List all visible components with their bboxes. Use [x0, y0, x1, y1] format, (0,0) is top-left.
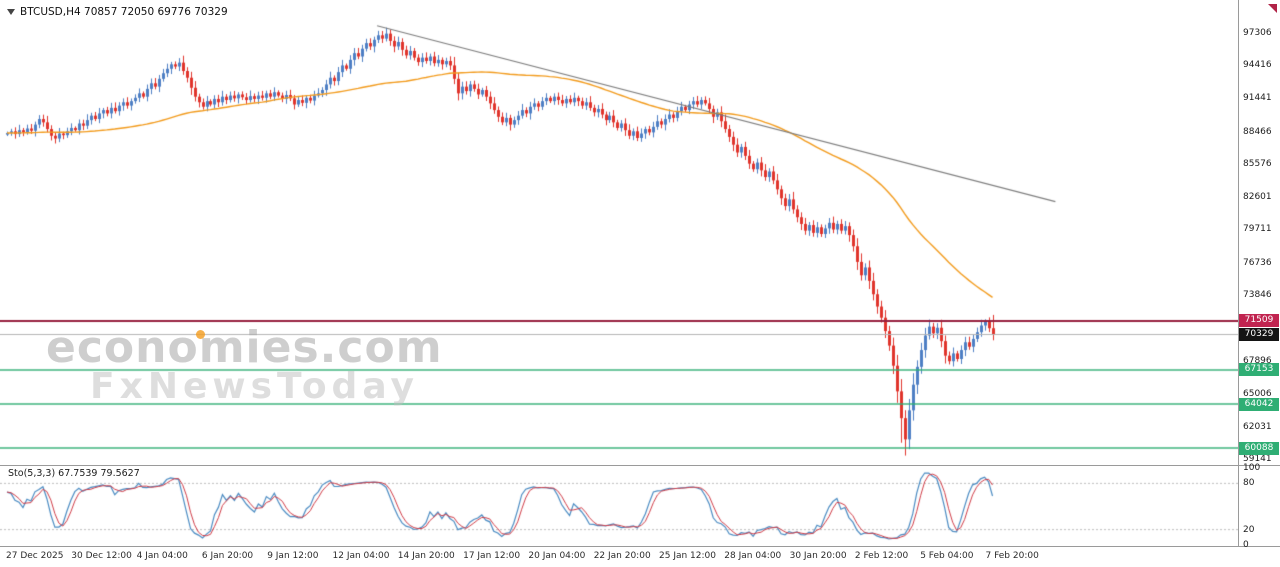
price-tick: 94416 [1243, 60, 1272, 71]
price-tick: 62031 [1243, 421, 1272, 432]
price-tick: 76736 [1243, 257, 1272, 268]
price-tick: 73846 [1243, 289, 1272, 300]
price-tick: 82601 [1243, 192, 1272, 203]
sto-level-label: 0 [1243, 540, 1249, 550]
time-label: 2 Feb 12:00 [854, 551, 909, 561]
price-tick: 97306 [1243, 28, 1272, 38]
symbol-info: BTCUSD,H4 70857 72050 69776 70329 [7, 6, 228, 18]
time-label: 5 Feb 04:00 [920, 551, 974, 561]
time-label: 20 Jan 04:00 [528, 551, 586, 561]
price-tick: 59141 [1243, 454, 1272, 464]
indicator-label: Sto(5,3,3) 67.7539 79.5627 [8, 468, 140, 479]
indicator-panel-separator[interactable] [0, 465, 1280, 466]
sto-level-label: 80 [1243, 478, 1255, 489]
price-tick: 65006 [1243, 388, 1272, 399]
sto-level-label: 20 [1243, 524, 1255, 535]
price-tick: 67896 [1243, 356, 1272, 367]
watermark-orange-dot-icon [196, 330, 205, 339]
sto-level-label: 100 [1243, 463, 1261, 473]
price-tick: 79711 [1243, 224, 1272, 235]
watermark-subbrand: FxNewsToday [90, 366, 419, 407]
symbol-marker-icon [7, 9, 15, 15]
time-label: 12 Jan 04:00 [332, 551, 390, 561]
stochastic-canvas[interactable] [0, 465, 1238, 546]
corner-marker-icon [1268, 4, 1277, 13]
symbol-ohlc-text: BTCUSD,H4 70857 72050 69776 70329 [20, 6, 228, 18]
watermark: economies.com FxNewsToday [46, 322, 443, 407]
time-label: 17 Jan 12:00 [463, 551, 521, 561]
price-axis-separator [1238, 0, 1239, 546]
bid-price-badge: 70329 [1239, 327, 1279, 341]
price-tick: 85576 [1243, 158, 1272, 169]
time-label: 28 Jan 04:00 [724, 551, 782, 561]
price-line-badge: 60088 [1239, 441, 1279, 455]
time-axis-separator [0, 546, 1280, 547]
time-label: 27 Dec 2025 [6, 551, 64, 561]
time-label: 4 Jan 04:00 [136, 551, 188, 561]
price-tick: 88466 [1243, 126, 1272, 137]
time-label: 30 Dec 12:00 [71, 551, 132, 561]
price-line-badge: 67153 [1239, 363, 1279, 377]
price-line-badge: 64042 [1239, 397, 1279, 411]
time-label: 25 Jan 12:00 [659, 551, 716, 561]
time-label: 6 Jan 20:00 [201, 551, 254, 561]
time-label: 9 Jan 12:00 [267, 551, 319, 561]
price-line-badge: 71509 [1239, 314, 1279, 328]
time-label: 22 Jan 20:00 [593, 551, 651, 561]
price-tick: 91441 [1243, 93, 1272, 104]
watermark-brand: economies.com [46, 322, 443, 373]
time-label: 14 Jan 20:00 [397, 551, 455, 561]
time-label: 7 Feb 20:00 [985, 551, 1039, 561]
price-chart-canvas[interactable] [0, 0, 1238, 465]
time-label: 30 Jan 20:00 [789, 551, 847, 561]
